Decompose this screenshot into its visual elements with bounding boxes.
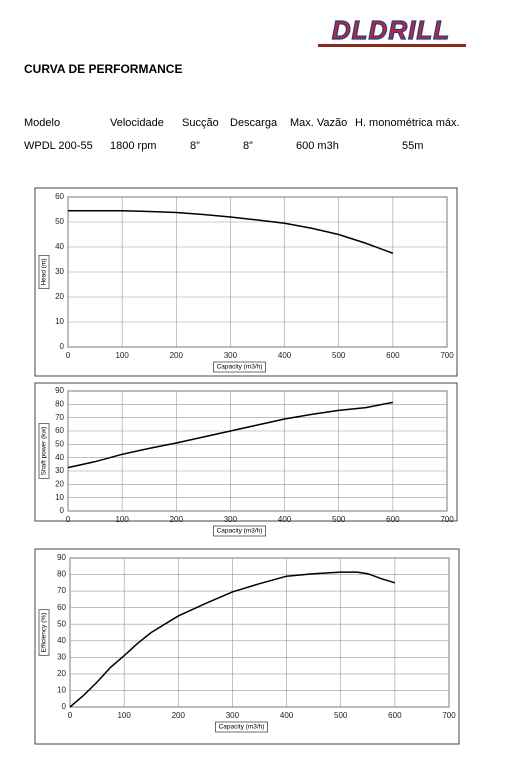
y-label-box (38, 423, 50, 479)
chart: 0 10 20 30 40 50 60 70 80 90 0 100 200 300 400 500 600 70… (34, 548, 460, 745)
chart: 0 10 20 30 40 50 60 70 80 90 0 100 200 300 400 500 600 70… (34, 382, 458, 537)
y-tick-label: 50 (55, 439, 64, 448)
y-tick-label: 0 (62, 702, 67, 711)
x-tick-label: 200 (172, 711, 186, 720)
plot-area (67, 390, 448, 512)
x-label-box (213, 525, 266, 537)
x-axis-label: Capacity (m3/h) (217, 364, 263, 371)
x-tick-label: 400 (278, 515, 292, 524)
y-tick-label: 90 (57, 553, 66, 562)
table-cell: 8” (190, 140, 200, 152)
y-label-box (38, 255, 50, 289)
y-tick-label: 20 (57, 669, 66, 678)
table-cell: 1800 rpm (110, 140, 156, 152)
table-cell: 600 m3h (296, 140, 339, 152)
chart-frame (34, 548, 460, 745)
x-tick-label: 600 (386, 351, 400, 360)
x-tick-label: 700 (442, 711, 456, 720)
table-header-cell: Modelo (24, 117, 60, 129)
table-header-cell: Max. Vazão (290, 117, 347, 129)
y-label-group: Shaft power (kw) (38, 423, 50, 479)
plot-area (69, 557, 450, 708)
x-tick-label: 500 (332, 515, 346, 524)
y-tick-label: 30 (55, 466, 64, 475)
y-tick-label: 40 (55, 242, 64, 251)
table-header-cell: H. monométrica máx. (355, 117, 460, 129)
y-tick-label: 0 (60, 342, 65, 351)
y-label-group: Efficiency (%) (38, 609, 50, 656)
y-tick-label: 40 (57, 636, 66, 645)
table-header-cell: Velocidade (110, 117, 164, 129)
y-tick-label: 50 (57, 619, 66, 628)
y-tick-label: 60 (57, 603, 66, 612)
y-tick-label: 10 (55, 317, 64, 326)
y-axis-label: Shaft power (kw) (41, 427, 48, 476)
y-tick-label: 50 (55, 217, 64, 226)
y-tick-label: 20 (55, 292, 64, 301)
x-tick-label: 0 (68, 711, 73, 720)
x-tick-label: 400 (280, 711, 294, 720)
x-tick-label: 700 (440, 351, 454, 360)
x-tick-label: 700 (440, 515, 454, 524)
y-axis-label: Head (m) (41, 258, 48, 285)
x-tick-label: 0 (66, 351, 71, 360)
x-tick-label: 100 (117, 711, 131, 720)
y-tick-label: 10 (55, 493, 64, 502)
x-tick-label: 200 (170, 351, 184, 360)
x-tick-label: 200 (170, 515, 184, 524)
x-tick-label: 100 (115, 515, 129, 524)
curve (67, 401, 394, 469)
y-tick-label: 10 (57, 686, 66, 695)
y-tick-label: 30 (55, 267, 64, 276)
x-tick-label: 300 (226, 711, 240, 720)
y-tick-label: 70 (55, 413, 64, 422)
y-axis-label: Efficiency (%) (41, 613, 48, 653)
chart-frame (34, 187, 458, 377)
table-header-cell: Descarga (230, 117, 278, 129)
x-tick-label: 500 (332, 351, 346, 360)
x-tick-label: 500 (334, 711, 348, 720)
table-cell: 8” (243, 140, 253, 152)
table-cell: WPDL 200-55 (24, 140, 93, 152)
logo-underline (318, 44, 466, 47)
x-tick-label: 0 (66, 515, 71, 524)
y-label-box (38, 609, 50, 656)
x-tick-label: 300 (224, 351, 238, 360)
x-tick-label: 300 (224, 515, 238, 524)
y-label-group: Head (m) (38, 255, 50, 289)
y-tick-label: 40 (55, 453, 64, 462)
x-tick-label: 100 (115, 351, 129, 360)
logo: DLDRILL (332, 15, 450, 45)
y-tick-label: 60 (55, 426, 64, 435)
curve (69, 571, 396, 708)
chart-frame (34, 382, 458, 522)
y-tick-label: 0 (60, 506, 65, 515)
y-tick-label: 20 (55, 479, 64, 488)
y-tick-label: 30 (57, 652, 66, 661)
x-tick-label: 600 (386, 515, 400, 524)
x-axis-label: Capacity (m3/h) (217, 528, 263, 535)
curve (68, 210, 394, 254)
page-title: CURVA DE PERFORMANCE (24, 62, 182, 76)
x-axis-label: Capacity (m3/h) (219, 724, 265, 731)
y-tick-label: 80 (55, 399, 64, 408)
table-header-cell: Sucção (182, 117, 219, 129)
y-tick-label: 80 (57, 570, 66, 579)
x-tick-label: 600 (388, 711, 402, 720)
table-cell: 55m (402, 140, 423, 152)
x-tick-label: 400 (278, 351, 292, 360)
y-tick-label: 70 (57, 586, 66, 595)
y-tick-label: 60 (55, 192, 64, 201)
x-label-box (213, 361, 266, 373)
x-label-box (215, 721, 268, 733)
y-tick-label: 90 (55, 386, 64, 395)
